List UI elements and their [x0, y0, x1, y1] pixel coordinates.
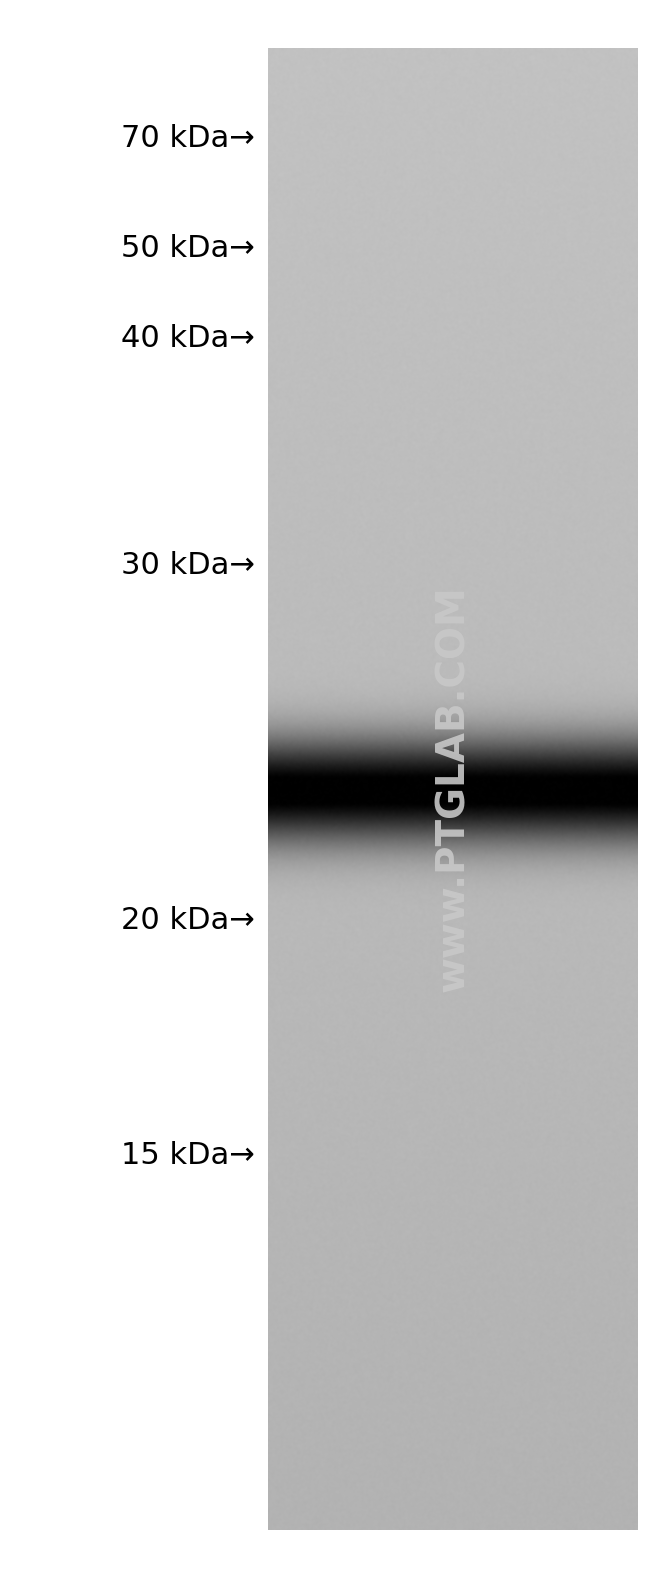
- Text: 70 kDa→: 70 kDa→: [122, 123, 255, 153]
- Text: 30 kDa→: 30 kDa→: [121, 550, 255, 580]
- Text: 40 kDa→: 40 kDa→: [122, 323, 255, 353]
- Text: 20 kDa→: 20 kDa→: [122, 906, 255, 935]
- Text: 50 kDa→: 50 kDa→: [122, 233, 255, 263]
- Text: www.PTGLAB.COM: www.PTGLAB.COM: [434, 586, 472, 993]
- Text: 15 kDa→: 15 kDa→: [122, 1141, 255, 1169]
